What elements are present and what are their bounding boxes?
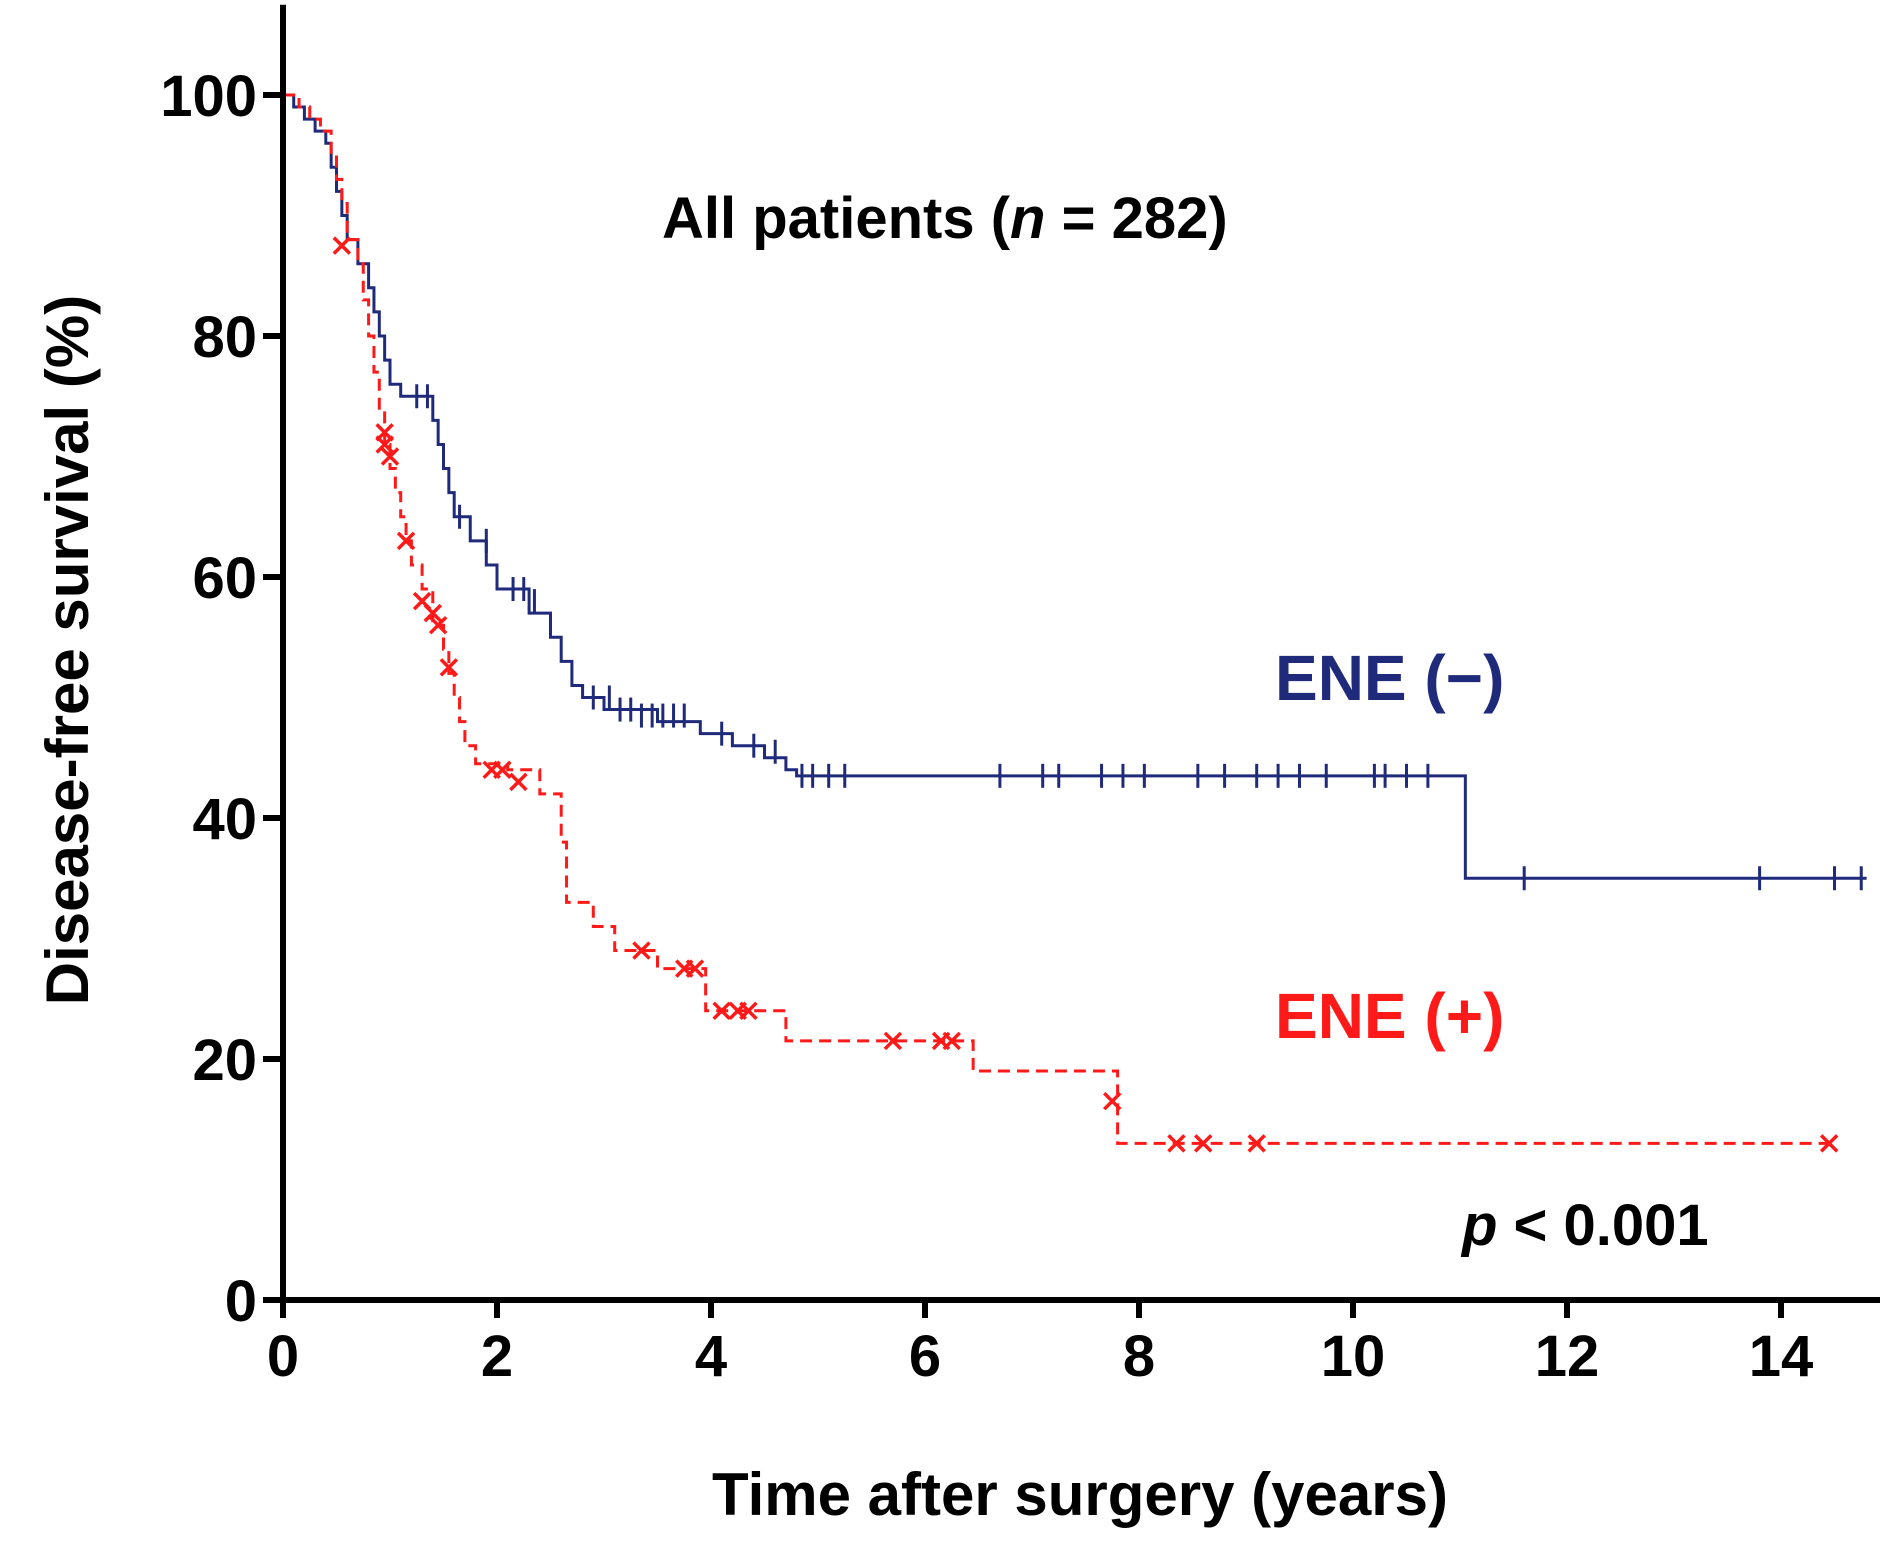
series-label-ene-negative: ENE (−) [1275,642,1504,714]
x-tick-label: 4 [695,1324,727,1389]
censor-mark [685,959,705,978]
p-value-symbol: p [1460,1193,1497,1258]
p-value-text: < 0.001 [1497,1193,1708,1258]
censor-mark [942,1031,961,1051]
x-ticks: 0 2 4 6 8 10 12 14 [267,1300,1813,1389]
y-tick-label: 60 [192,546,257,611]
y-tick-label: 0 [225,1269,257,1334]
annotation-title-prefix: All patients ( [662,186,1011,251]
x-tick-label: 0 [267,1324,299,1389]
censor-mark [428,615,448,635]
x-tick-label: 12 [1535,1324,1600,1389]
censor-mark [509,772,528,792]
censor-mark [332,236,352,255]
censor-mark [493,760,512,780]
x-tick-label: 10 [1321,1324,1386,1389]
censor-mark [375,435,394,454]
censor-mark [1193,1134,1213,1153]
survival-curve [283,93,1867,880]
series-label-ene-positive: ENE (+) [1275,980,1504,1052]
annotation-title-n: n [1010,186,1045,251]
annotation-title: All patients (n = 282) [662,186,1228,251]
annotation-title-suffix: = 282) [1045,186,1227,251]
x-tick-label: 8 [1123,1324,1155,1389]
censor-mark [439,658,459,677]
censor-mark [739,1001,758,1021]
censor-mark [396,531,416,551]
censor-mark [632,941,651,960]
censor-mark [1247,1134,1266,1153]
censor-mark [1819,1134,1839,1153]
x-tick-label: 14 [1749,1324,1814,1389]
y-tick-label: 100 [160,64,257,129]
y-tick-label: 40 [192,787,257,852]
censor-mark [380,447,400,466]
x-tick-label: 6 [909,1324,941,1389]
axes-layer: 0 20 40 60 80 100 0 2 4 6 8 10 12 14 [160,4,1880,1389]
series-ene-negative [283,93,1867,891]
plot-area: 0 20 40 60 80 100 0 2 4 6 8 10 12 14 [160,4,1880,1389]
y-ticks: 0 20 40 60 80 100 [160,64,283,1334]
censor-mark [883,1031,903,1051]
p-value-annotation: p < 0.001 [1460,1193,1709,1258]
censor-mark [1167,1134,1186,1153]
y-tick-label: 80 [192,305,257,370]
censor-mark [423,603,443,623]
censor-mark [1103,1091,1122,1111]
x-tick-label: 2 [481,1324,513,1389]
censor-mark [712,1001,731,1021]
series-ene-positive [283,93,1839,1153]
series-layer [283,93,1867,1153]
x-axis-title: Time after surgery (years) [712,1461,1448,1528]
y-axis-title: Disease-free survival (%) [34,295,101,1005]
y-tick-label: 20 [192,1028,257,1093]
survival-curve [283,93,1830,1145]
